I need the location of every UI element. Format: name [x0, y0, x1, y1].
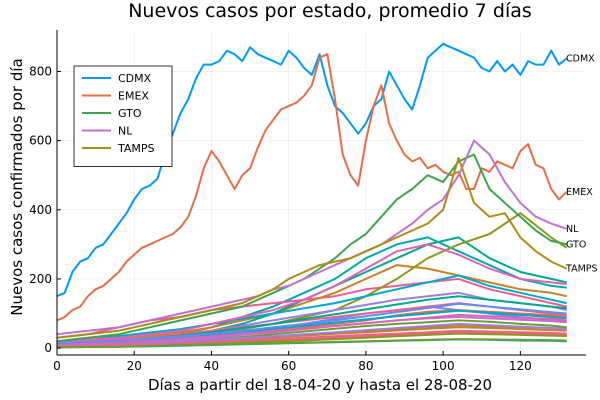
series-line-state [56, 313, 567, 346]
y-tick-label: 200 [29, 272, 52, 286]
x-tick-label: 20 [127, 359, 142, 373]
end-label-cdmx: CDMX [566, 53, 595, 64]
y-tick-label: 0 [44, 341, 52, 355]
series-lines [56, 42, 568, 349]
y-tick-label: 800 [29, 64, 52, 78]
legend-box [73, 65, 173, 167]
x-tick-label: 120 [509, 359, 532, 373]
axes [56, 30, 586, 356]
legend-label-gto: GTO [118, 107, 142, 120]
series-line-state [56, 338, 567, 349]
chart-title: Nuevos casos por estado, promedio 7 días [128, 0, 532, 22]
series-line-state [56, 264, 567, 346]
y-axis-label: Nuevos casos confirmados por día [8, 58, 26, 316]
series-line-state [56, 243, 567, 343]
series-line-state [56, 274, 567, 343]
tick-labels: 0 20 40 60 80 100 120 0 200 400 600 800 [29, 64, 532, 373]
legend-label-nl: NL [118, 125, 133, 138]
legend-label-emex: EMEX [118, 90, 149, 103]
series-line-tamps [56, 156, 568, 339]
x-tick-label: 0 [53, 359, 61, 373]
y-tick-label: 400 [29, 203, 52, 217]
x-tick-label: 100 [432, 359, 455, 373]
series-line-state [56, 322, 567, 347]
series-line-gto [56, 153, 567, 343]
end-label-gto: GTO [566, 239, 586, 250]
series-line-state [56, 329, 567, 348]
end-label-emex: EMEX [566, 187, 593, 198]
x-axis-label: Días a partir del 18-04-20 y hasta el 28… [148, 376, 492, 394]
end-labels: CDMX EMEX NL GTO TAMPS [565, 53, 598, 274]
x-tick-label: 40 [204, 359, 219, 373]
end-label-nl: NL [566, 224, 579, 235]
x-tick-label: 80 [358, 359, 373, 373]
x-tick-label: 60 [281, 359, 296, 373]
end-label-tamps: TAMPS [565, 264, 598, 275]
series-line-state [56, 302, 567, 344]
legend-label-cdmx: CDMX [118, 72, 152, 85]
series-line-nl [56, 139, 568, 336]
y-tick-label: 600 [29, 134, 52, 148]
series-line-emex [56, 53, 568, 322]
legend: CDMX EMEX GTO NL TAMPS [73, 65, 173, 167]
series-line-cdmx [56, 42, 568, 298]
legend-label-tamps: TAMPS [117, 142, 155, 155]
